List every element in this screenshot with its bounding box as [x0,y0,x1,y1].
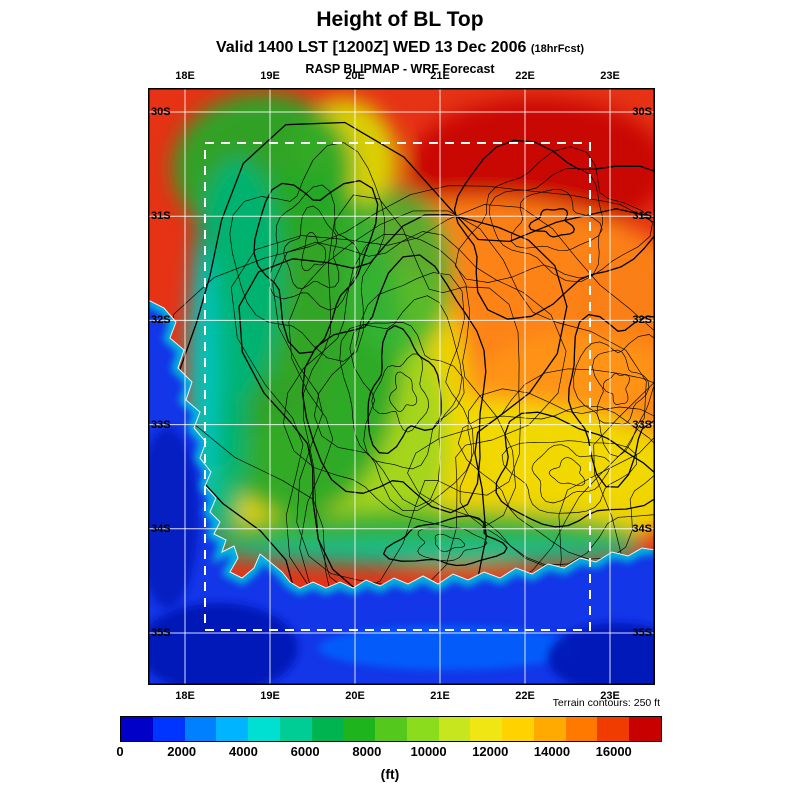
colorbar-segment [311,717,344,741]
lon-label-top: 21E [430,70,450,82]
colorbar-segment [216,717,249,741]
lat-label-left: 32S [151,314,171,327]
lat-label-right: 35S [632,627,652,639]
colorbar-segment [279,717,312,741]
colorbar-segment [375,717,407,741]
page-title: Height of BL Top [316,8,484,31]
colorbar-unit-label: (ft) [380,766,400,782]
map-border [148,88,655,685]
colorbar-tick-label: 16000 [595,744,632,759]
lat-label-left: 31S [151,210,171,223]
lat-label-left: 30S [151,106,171,118]
lon-label-bottom: 19E [260,690,280,702]
colorbar-segment [502,717,534,741]
lat-label-right: 34S [632,522,652,535]
lat-label-right: 30S [632,106,652,118]
lat-label-left: 34S [151,522,171,535]
colorbar-tick-label: 12000 [472,744,509,759]
colorbar-segment [565,717,598,741]
lon-label-bottom: 21E [430,690,450,702]
colorbar-segment [184,717,217,741]
colorbar-segment [597,717,630,741]
colorbar-segment [629,717,662,741]
colorbar-tick-label: 6000 [290,744,320,759]
lon-label-bottom: 20E [345,690,365,702]
colorbar-segment [533,717,566,741]
model-domain-boundary [204,142,591,631]
colorbar-segment [343,717,376,741]
colorbar-segment [248,717,280,741]
colorbar-segment [152,717,185,741]
colorbar-segment [121,717,153,741]
lon-label-top: 19E [260,70,280,82]
map-svg [148,88,655,685]
colorbar-tick-label: 14000 [533,744,571,759]
model-line: RASP BLIPMAP - WRF Forecast [305,62,495,76]
colorbar-tick-label: 4000 [228,744,258,759]
colorbar-segment [470,717,503,741]
colorbar [120,716,662,742]
valid-time-line: Valid 1400 LST [1200Z] WED 13 Dec 2006 (… [0,39,800,57]
ocean-fill [148,300,655,685]
colorbar-tick-labels: 0 2000 4000 6000 8000 10000 12000 14000 16000 [116,744,660,760]
lat-label-right: 33S [632,418,652,431]
header: Height of BL Top Valid 1400 LST [1200Z] … [0,8,800,76]
colorbar-tick-label: 10000 [410,744,447,759]
lon-label-bottom: 23E [600,690,620,702]
latlon-grid [148,88,655,685]
lon-label-bottom: 18E [175,690,195,702]
lat-label-left: 35S [151,627,171,639]
lat-label-left: 33S [151,418,171,431]
colorbar-segment [438,717,471,741]
lon-label-top: 23E [600,70,620,82]
colorbar-tick-label: 8000 [352,744,382,759]
colorbar-segment [406,717,439,741]
forecast-hour-suffix: (18hrFcst) [530,43,584,55]
lon-label-top: 20E [345,70,365,82]
lat-label-right: 32S [632,314,652,327]
colorbar-tick-label: 0 [116,744,124,759]
colorbar-tick-label: 2000 [167,744,197,759]
lat-label-right: 31S [632,210,652,223]
lon-label-bottom: 22E [515,690,535,702]
coastline [148,299,655,589]
valid-time-text: Valid 1400 LST [1200Z] WED 13 Dec 2006 [215,39,527,56]
forecast-map [148,88,655,685]
terrain-contour-note: Terrain contours: 250 ft [552,697,660,709]
bl-height-color-field [173,93,655,568]
lon-label-top: 22E [515,70,535,82]
ocean [148,299,655,685]
lon-label-top: 18E [175,70,195,82]
